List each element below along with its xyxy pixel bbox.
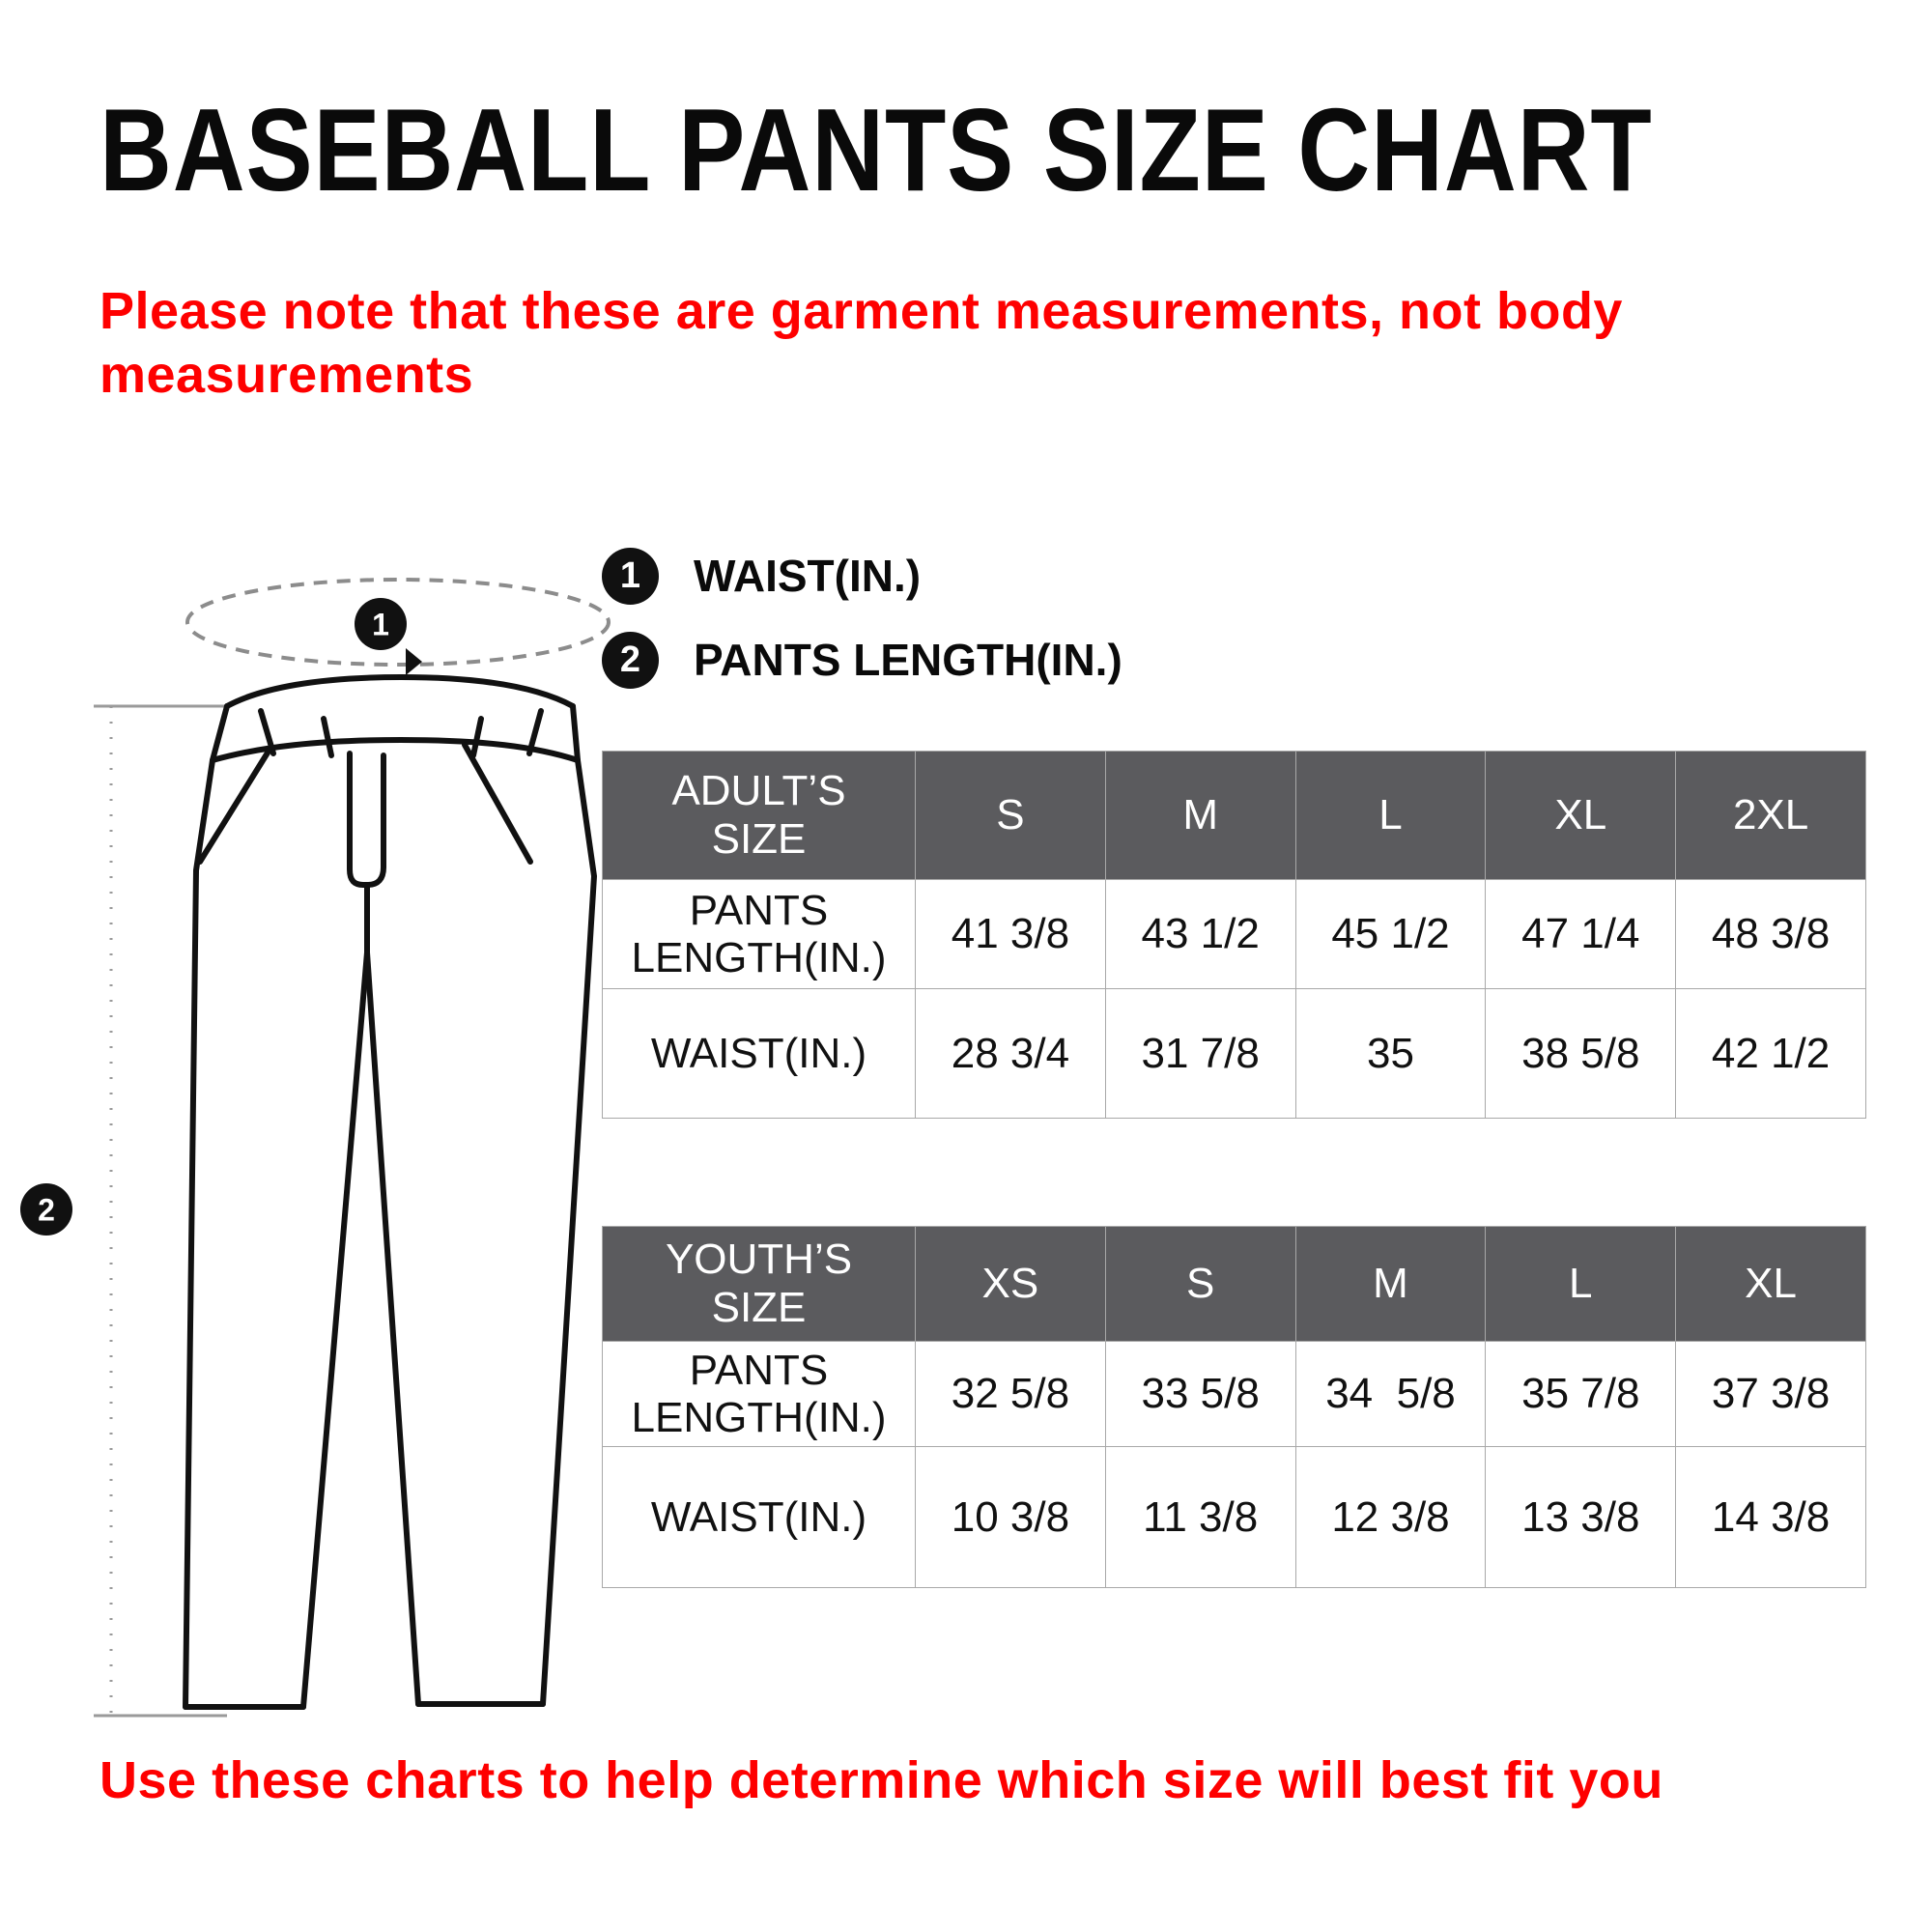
svg-text:1: 1 <box>372 607 389 641</box>
svg-text:2: 2 <box>38 1192 55 1227</box>
